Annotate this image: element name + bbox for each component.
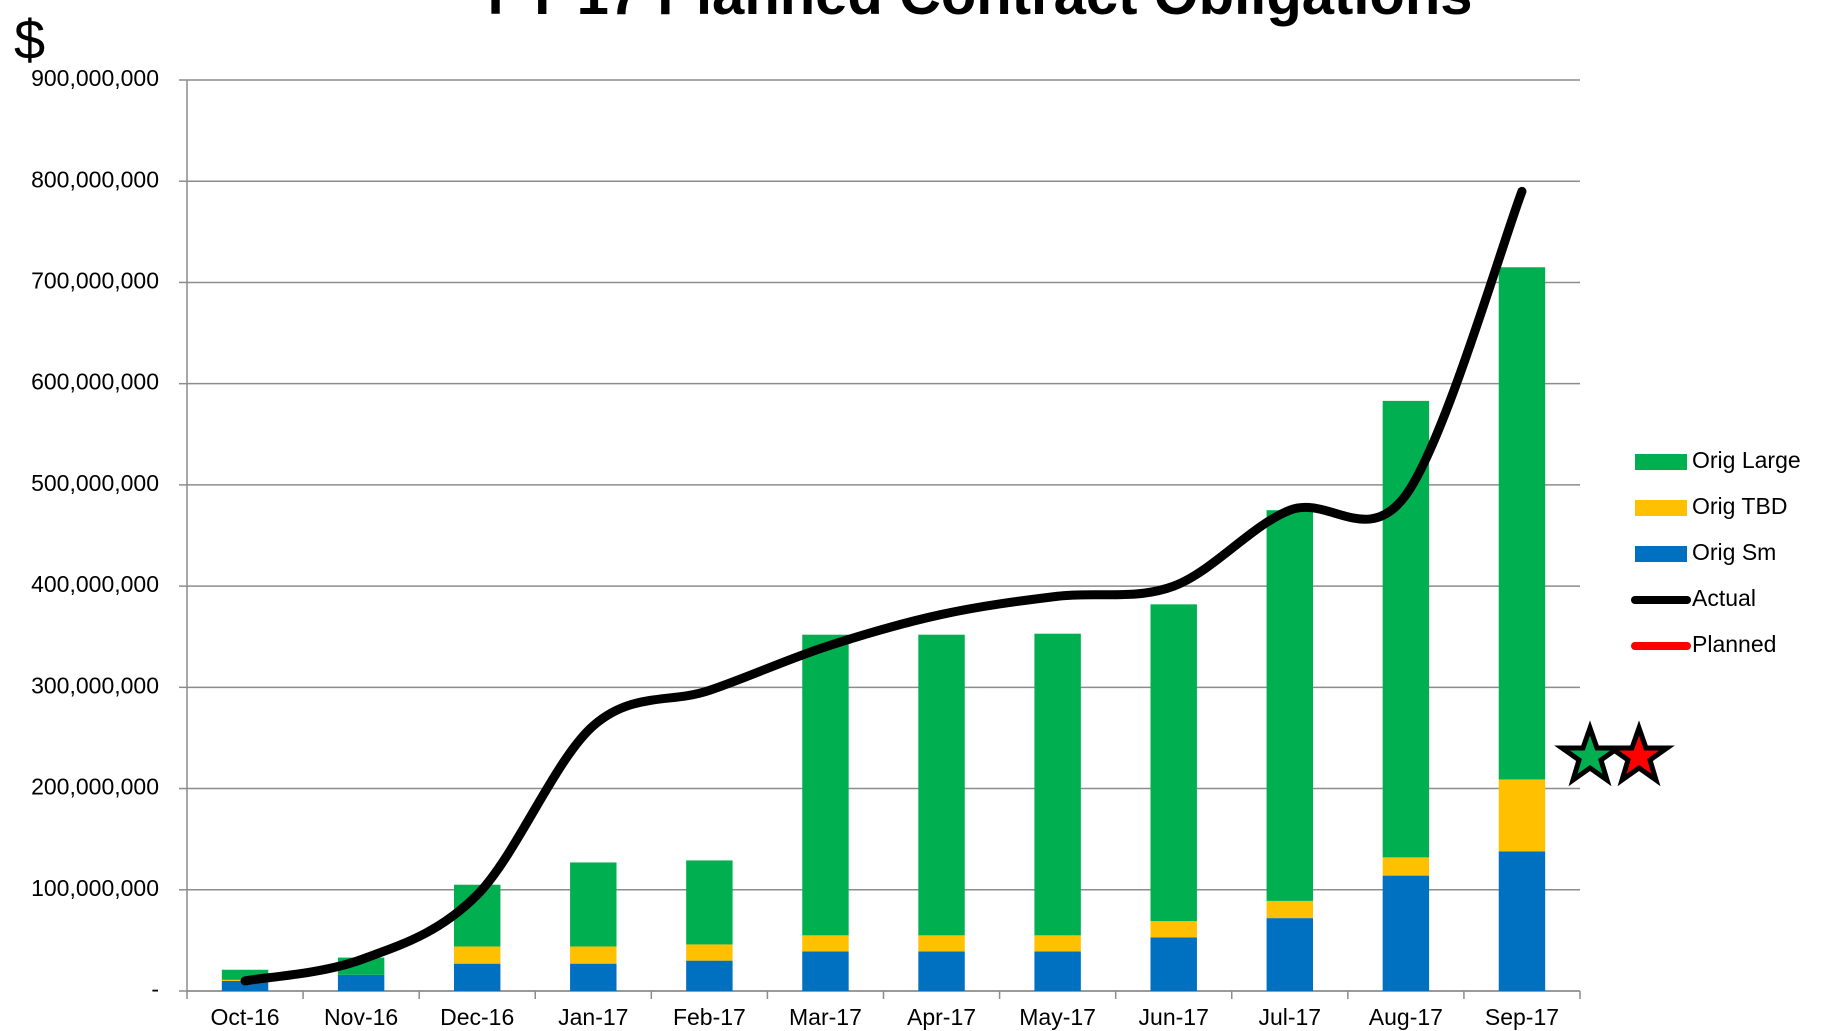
x-tick-label: Aug-17 bbox=[1369, 1004, 1443, 1030]
y-tick-label: 900,000,000 bbox=[31, 65, 159, 91]
bar bbox=[1382, 875, 1430, 991]
bar bbox=[1150, 937, 1197, 991]
y-tick-label: 600,000,000 bbox=[31, 369, 159, 395]
bar bbox=[453, 963, 501, 991]
bar bbox=[1498, 267, 1546, 780]
x-tick-label: Jun-17 bbox=[1139, 1004, 1209, 1030]
bar bbox=[918, 634, 965, 936]
bar bbox=[1266, 900, 1314, 919]
y-tick-label: - bbox=[151, 976, 159, 1002]
bar bbox=[221, 980, 269, 991]
bar bbox=[453, 946, 501, 964]
bar bbox=[1498, 851, 1546, 991]
bar bbox=[1034, 633, 1081, 936]
y-tick-label: 800,000,000 bbox=[31, 166, 159, 192]
bar bbox=[570, 946, 617, 964]
legend-label: Orig Sm bbox=[1692, 539, 1776, 565]
bar bbox=[1150, 604, 1197, 922]
legend-swatch bbox=[1635, 546, 1687, 562]
y-tick-label: 500,000,000 bbox=[31, 470, 159, 496]
legend-label: Orig Large bbox=[1692, 447, 1801, 473]
bar bbox=[1034, 935, 1081, 952]
legend-label: Planned bbox=[1692, 631, 1776, 657]
bar bbox=[918, 951, 965, 991]
x-tick-label: Jul-17 bbox=[1258, 1004, 1321, 1030]
legend-label: Orig TBD bbox=[1692, 493, 1787, 519]
star bbox=[1554, 720, 1626, 787]
x-tick-label: Apr-17 bbox=[907, 1004, 976, 1030]
x-tick-label: Mar-17 bbox=[789, 1004, 862, 1030]
bar bbox=[337, 974, 385, 991]
bar bbox=[802, 951, 849, 991]
x-tick-label: Sep-17 bbox=[1485, 1004, 1559, 1030]
bar bbox=[1150, 921, 1197, 938]
bar bbox=[686, 944, 733, 961]
y-tick-label: 700,000,000 bbox=[31, 268, 159, 294]
x-tick-label: Oct-16 bbox=[211, 1004, 280, 1030]
stars bbox=[1554, 720, 1675, 787]
y-tick-label: 300,000,000 bbox=[31, 672, 159, 698]
bar bbox=[802, 935, 849, 952]
x-tick-label: Dec-16 bbox=[440, 1004, 514, 1030]
bar bbox=[570, 963, 617, 991]
legend-label: Actual bbox=[1692, 585, 1756, 611]
x-tick-label: Nov-16 bbox=[324, 1004, 398, 1030]
legend-swatch bbox=[1635, 454, 1687, 470]
bar bbox=[918, 935, 965, 952]
x-tick-label: Feb-17 bbox=[673, 1004, 746, 1030]
bar bbox=[1266, 510, 1314, 901]
bar bbox=[1266, 918, 1314, 991]
y-tick-label: 100,000,000 bbox=[31, 875, 159, 901]
star bbox=[1603, 720, 1675, 787]
bar bbox=[686, 960, 733, 991]
bar bbox=[1498, 779, 1546, 852]
legend-swatch bbox=[1635, 500, 1687, 516]
bar bbox=[221, 969, 269, 980]
bar bbox=[686, 860, 733, 945]
bar bbox=[802, 634, 849, 936]
chart-title: FY 17 Planned Contract Obligations bbox=[487, 0, 1472, 27]
y-tick-label: 200,000,000 bbox=[31, 774, 159, 800]
bar bbox=[1034, 951, 1081, 991]
y-axis-label: $ bbox=[14, 8, 45, 71]
line bbox=[240, 186, 1527, 986]
bar bbox=[1382, 857, 1430, 876]
x-tick-label: May-17 bbox=[1019, 1004, 1096, 1030]
bar bbox=[570, 862, 617, 947]
y-tick-label: 400,000,000 bbox=[31, 571, 159, 597]
x-tick-label: Jan-17 bbox=[558, 1004, 628, 1030]
